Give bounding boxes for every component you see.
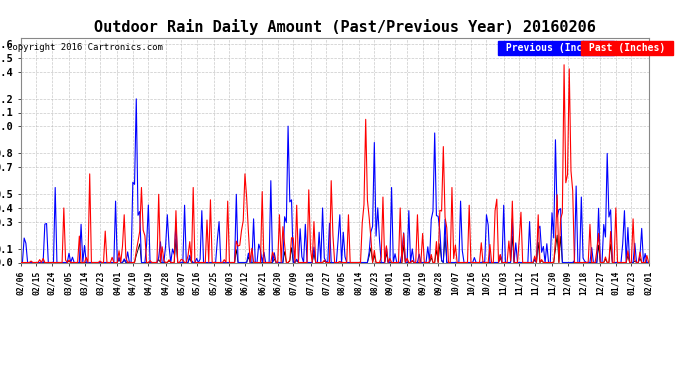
Text: Copyright 2016 Cartronics.com: Copyright 2016 Cartronics.com xyxy=(7,43,163,52)
Text: Previous (Inches): Previous (Inches) xyxy=(500,43,612,53)
Text: Outdoor Rain Daily Amount (Past/Previous Year) 20160206: Outdoor Rain Daily Amount (Past/Previous… xyxy=(94,19,596,35)
Text: Past (Inches): Past (Inches) xyxy=(583,43,671,53)
